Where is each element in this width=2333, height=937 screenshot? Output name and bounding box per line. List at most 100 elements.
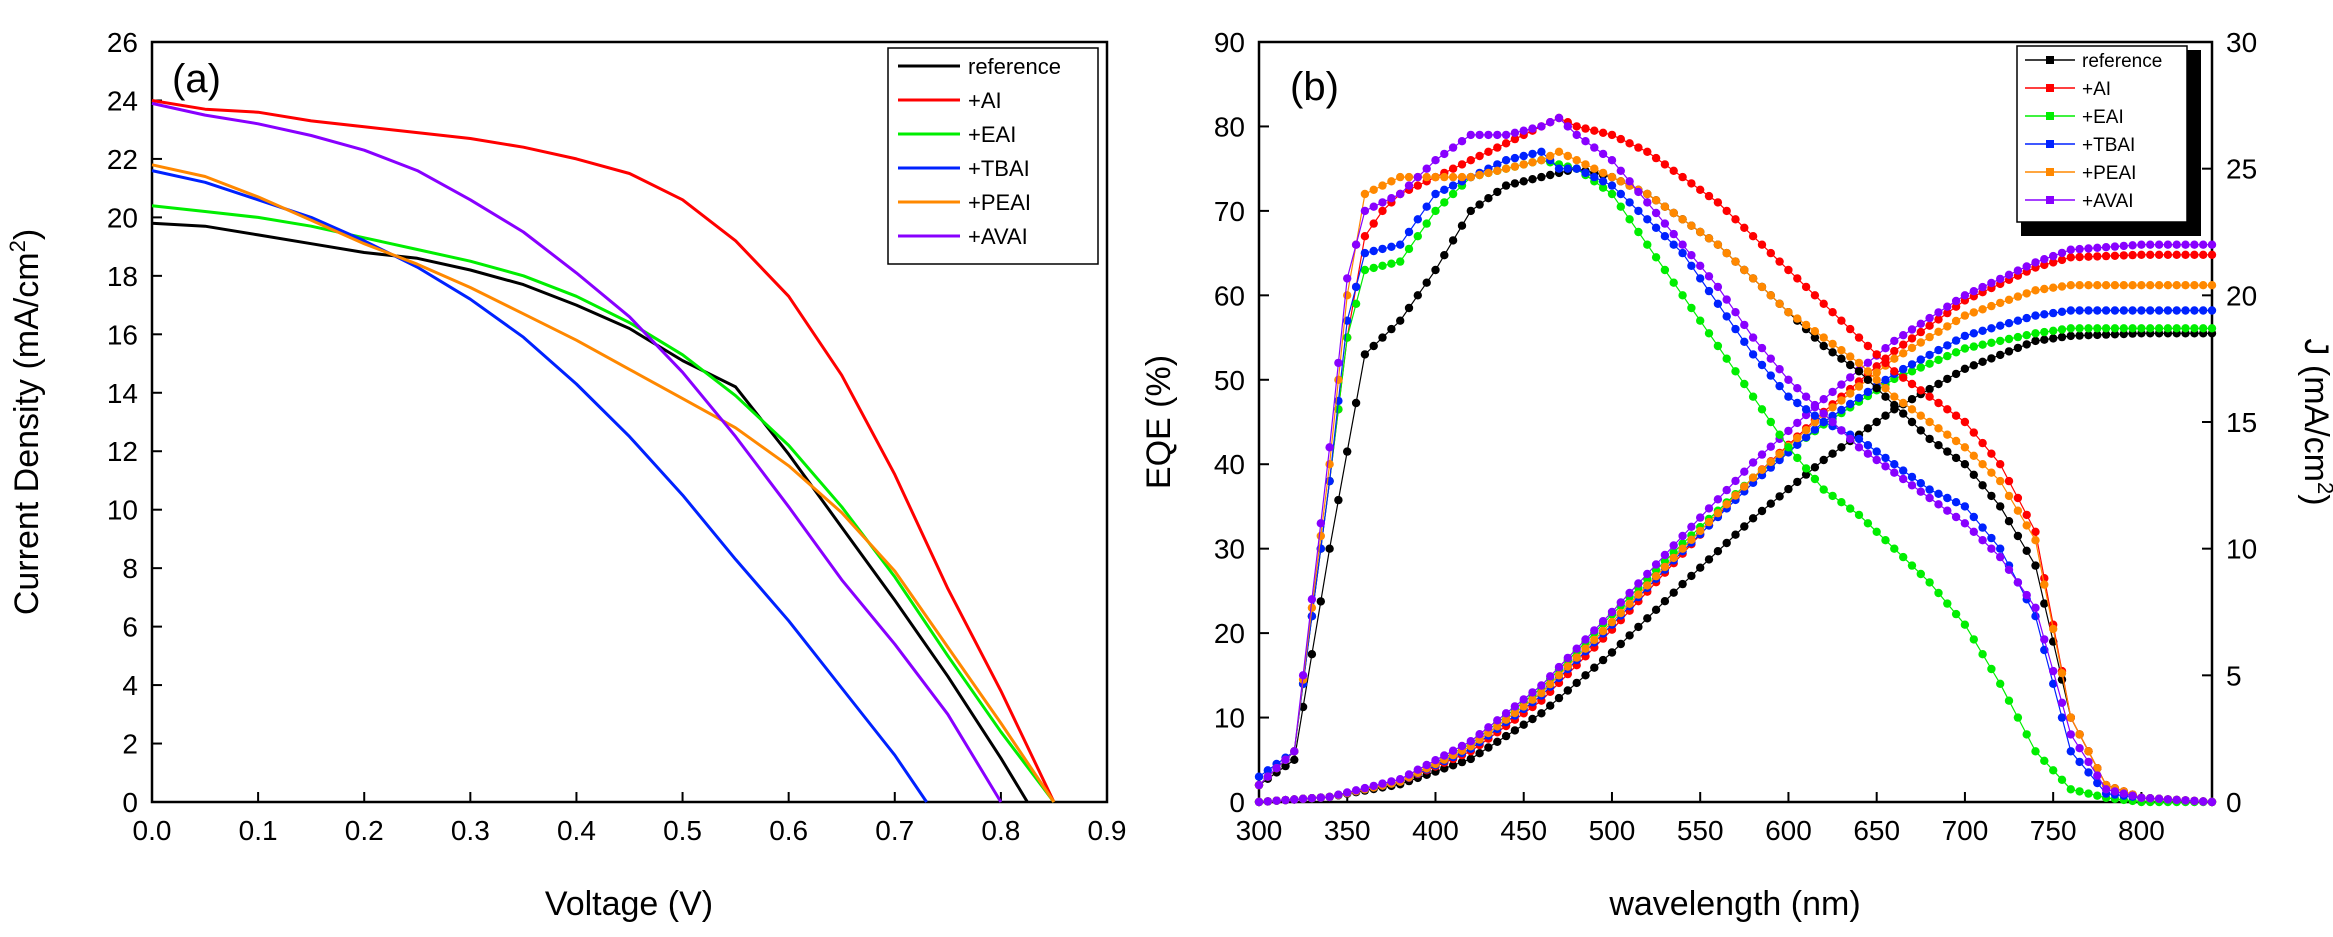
panel-b-left-y-axis-label: EQE (%) bbox=[1140, 355, 1178, 489]
panel-b-j-data-point bbox=[1810, 418, 1820, 427]
panel-b-eqe-data-point bbox=[1493, 187, 1502, 197]
panel-b-j-data-point bbox=[2172, 324, 2181, 333]
panel-b-j-data-point bbox=[2057, 332, 2067, 342]
panel-b-eqe-data-point bbox=[2119, 789, 2128, 798]
panel-b-right-y-ticks: 0 5 10 15 20 25 30 bbox=[2202, 27, 2257, 818]
panel-b-eqe-data-point bbox=[1396, 257, 1405, 266]
panel-b-j-data-point bbox=[1793, 418, 1802, 428]
panel-b-j-data-point bbox=[1987, 338, 1996, 347]
panel-b-eqe-data-point bbox=[2066, 730, 2075, 739]
panel-b-eqe-data-point bbox=[2154, 794, 2164, 803]
panel-b-eqe-data-point bbox=[1254, 780, 1264, 790]
panel-a-series-line-ai bbox=[151, 99, 1056, 803]
panel-b-j-data-point bbox=[1581, 671, 1590, 680]
panel-b-eqe-data-point bbox=[1766, 291, 1776, 300]
panel-b-j-data-point bbox=[2172, 306, 2181, 315]
panel-b-right-y-tick-label: 0 bbox=[2226, 787, 2242, 818]
panel-b-j-data-point bbox=[1651, 572, 1661, 581]
panel-b-j-data-point bbox=[2172, 240, 2181, 249]
panel-b-eqe-data-point bbox=[1978, 460, 1987, 469]
panel-b-eqe-data-point bbox=[1731, 257, 1740, 266]
panel-b-eqe-data-point bbox=[2004, 565, 2014, 574]
panel-b-j-data-point bbox=[1334, 790, 1343, 799]
panel-b-eqe-data-point bbox=[1501, 181, 1511, 190]
panel-b-x-tick-label: 300 bbox=[1236, 815, 1283, 846]
panel-b-eqe-data-point bbox=[1387, 194, 1396, 203]
panel-b-eqe-data-point bbox=[1960, 519, 1970, 528]
panel-b-eqe-data-point bbox=[1960, 620, 1970, 629]
panel-b-j-data-point bbox=[1634, 590, 1643, 599]
panel-b-j-data-point bbox=[1634, 579, 1643, 588]
panel-b-eqe-data-point bbox=[1837, 346, 1846, 355]
panel-b-j-data-point bbox=[1925, 359, 1934, 368]
panel-b-j-data-point bbox=[1510, 726, 1520, 735]
panel-b-eqe-data-point bbox=[1281, 761, 1290, 771]
panel-b-j-data-point bbox=[1598, 617, 1608, 626]
panel-b-eqe-data-point bbox=[2084, 789, 2093, 798]
panel-b-eqe-data-point bbox=[1775, 381, 1784, 391]
panel-b-j-data-point bbox=[1413, 765, 1423, 774]
panel-b-eqe-data-point bbox=[1396, 172, 1405, 182]
panel-b-eqe-data-point bbox=[1660, 265, 1670, 275]
panel-b-eqe-data-point bbox=[1307, 612, 1317, 621]
panel-b-eqe-data-point bbox=[2066, 785, 2075, 794]
panel-b-j-series-peai bbox=[1254, 281, 2217, 807]
panel-b-eqe-data-point bbox=[1440, 172, 1449, 182]
panel-b-eqe-data-point bbox=[1819, 341, 1828, 351]
panel-b-eqe-data-point bbox=[1934, 489, 1943, 498]
panel-b-eqe-data-point bbox=[1484, 130, 1493, 140]
panel-b-eqe-data-point bbox=[1519, 151, 1528, 161]
panel-b-j-data-point bbox=[2022, 313, 2031, 323]
panel-b-j-data-point bbox=[1704, 504, 1714, 513]
panel-b-eqe-data-point bbox=[1863, 441, 1873, 450]
panel-b-eqe-data-point bbox=[1696, 185, 1705, 194]
panel-b-j-data-point bbox=[1925, 313, 1934, 323]
panel-b-eqe-data-point bbox=[1404, 172, 1414, 182]
panel-a-x-tick-label: 0.8 bbox=[981, 815, 1020, 846]
panel-b-eqe-data-point bbox=[1890, 367, 1899, 376]
panel-b-eqe-data-point bbox=[2022, 546, 2031, 555]
panel-b-j-data-point bbox=[1969, 361, 1979, 370]
panel-b-j-data-point bbox=[1254, 797, 1264, 807]
panel-b-eqe-data-point bbox=[2049, 624, 2058, 634]
panel-b-eqe-data-point bbox=[1634, 187, 1643, 197]
panel-b-j-data-point bbox=[2093, 281, 2102, 290]
panel-b-j-data-point bbox=[1951, 348, 1961, 357]
panel-b-eqe-data-point bbox=[1625, 215, 1634, 224]
panel-b-eqe-data-point bbox=[1951, 411, 1961, 420]
panel-b-j-data-point bbox=[2004, 270, 2014, 279]
panel-b-eqe-data-point bbox=[1413, 215, 1423, 224]
panel-b-j-data-point bbox=[1678, 544, 1687, 553]
panel-b-eqe-data-point bbox=[1872, 375, 1881, 384]
panel-b-j-data-point bbox=[1775, 449, 1784, 459]
panel-b-j-data-point bbox=[1943, 374, 1952, 384]
panel-b-j-data-point bbox=[2057, 325, 2067, 334]
panel-b-eqe-data-point bbox=[1546, 151, 1555, 161]
panel-b-eqe-data-point bbox=[1987, 533, 1996, 543]
panel-b-j-data-point bbox=[1943, 302, 1952, 311]
panel-b-eqe-data-point bbox=[1890, 392, 1899, 401]
panel-b-j-data-point bbox=[1987, 324, 1996, 333]
panel-b-left-y-tick-label: 10 bbox=[1214, 703, 1245, 734]
panel-b-j-data-point bbox=[1907, 343, 1917, 353]
panel-a-x-tick-label: 0.3 bbox=[451, 815, 490, 846]
panel-b-j-data-point bbox=[1916, 319, 1926, 328]
panel-b-j-data-point bbox=[1925, 384, 1934, 394]
panel-b-j-data-point bbox=[1722, 485, 1731, 495]
panel-b-eqe-data-point bbox=[1501, 156, 1511, 165]
panel-b-eqe-data-point bbox=[1819, 409, 1828, 418]
panel-b-j-data-point bbox=[2146, 281, 2155, 290]
panel-b-eqe-data-point bbox=[1607, 156, 1617, 165]
panel-b-j-data-point bbox=[1960, 291, 1970, 300]
panel-b-eqe-data-point bbox=[1634, 143, 1643, 152]
panel-b-j-data-point bbox=[1387, 777, 1396, 786]
panel-b-j-data-point bbox=[2057, 282, 2067, 291]
panel-b-j-data-point bbox=[1572, 678, 1581, 688]
panel-a-legend-label: reference bbox=[968, 54, 1061, 79]
panel-b-eqe-data-point bbox=[1669, 229, 1678, 239]
panel-b-j-data-point bbox=[1466, 754, 1476, 764]
panel-b-eqe-data-point bbox=[1713, 198, 1723, 207]
panel-b-j-data-point bbox=[1996, 274, 2005, 284]
panel-a-x-tick-label: 0.4 bbox=[557, 815, 596, 846]
